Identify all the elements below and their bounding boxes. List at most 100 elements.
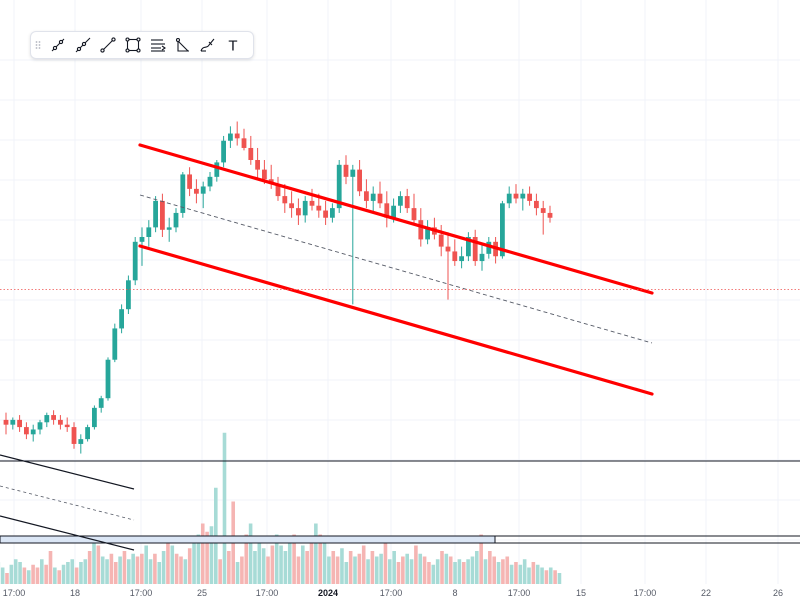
volume-bar [218,559,222,584]
channel-upper-line [140,145,652,293]
small-channel-lower-line [0,516,134,550]
x-tick-label: 15 [576,588,586,598]
candle-body [282,196,287,203]
volume-bar [505,557,509,585]
brush-tool[interactable] [195,32,220,58]
volume-bar [379,554,383,584]
volume-bar [488,551,492,584]
parallel-channel-icon [149,36,167,54]
volume-bar [179,557,183,585]
volume-bar [31,565,35,584]
candle-body [378,194,383,204]
candle-body [412,208,417,220]
volume-bar [101,557,105,585]
candle-body [323,211,328,218]
candle-body [126,280,131,309]
volume-bar [201,524,205,585]
candle-body [58,420,63,425]
pitchfork-icon [174,36,192,54]
candle-body [160,201,165,230]
x-tick-label: 17:00 [508,588,531,598]
volume-bar [84,559,88,584]
volume-bar [401,557,405,585]
drag-handle-icon[interactable] [31,32,45,58]
candle-up [425,220,430,244]
volume-bar [44,565,48,584]
volume-bar [492,557,496,585]
rectangle-tool[interactable] [120,32,145,58]
candle-down [242,129,247,151]
volume-bar [162,551,166,584]
candle-down [527,186,532,205]
candle-up [466,232,471,261]
volume-bar [358,554,362,584]
ray-tool[interactable] [70,32,95,58]
volume-bar [327,557,331,585]
candle-body [364,191,369,201]
candle-body [106,360,111,399]
candle-body [534,201,539,208]
volume-bar [549,568,553,585]
volume-bar [414,546,418,585]
candle-down [17,415,22,432]
candle-down [160,194,165,237]
candle-up [78,434,83,453]
candle-body [452,251,457,261]
candle-body [153,201,158,227]
parallel-channel-tool[interactable] [145,32,170,58]
candle-body [24,427,29,434]
candle-up [350,165,355,305]
volume-bar [153,554,157,584]
candle-body [316,206,321,211]
volume-bar [366,559,370,584]
candle-body [296,208,301,215]
volume-bar [314,524,318,585]
candle-down [514,184,519,203]
volume-bar [249,524,253,585]
candle-up [214,160,219,182]
candle-up [38,420,43,434]
volume-bar [18,562,22,584]
channel-drawings[interactable] [140,145,652,394]
volume-bar [157,562,161,584]
candle-up [180,172,185,218]
volume-bar [40,559,44,584]
candle-body [208,177,213,187]
x-tick-label: 17:00 [634,588,657,598]
volume-bar [475,551,479,584]
volume-bar [423,557,427,585]
candle-down [235,122,240,146]
volume-bar [118,557,122,585]
candle-body [235,134,240,139]
channel-lower-line [140,246,652,394]
candle-down [493,237,498,263]
volume-bar [523,559,527,584]
candle-body [221,141,226,163]
text-tool[interactable]: T [220,32,245,58]
candle-body [350,170,355,177]
volume-bar [184,559,188,584]
volume-bar [70,559,74,584]
candle-up [459,247,464,269]
candle-down [473,230,478,266]
volume-bar [136,557,140,585]
volume-bar [510,565,514,584]
candle-down [439,225,444,256]
candle-body [310,201,315,206]
volume-bar [410,559,414,584]
volume-bar [110,554,114,584]
candle-body [214,162,219,176]
volume-bar [114,562,118,584]
candle-body [31,430,36,435]
trend-line-tool[interactable] [45,32,70,58]
candle-up [106,357,111,400]
candle-body [507,194,512,204]
candle-body [119,309,124,328]
extended-line-tool[interactable] [95,32,120,58]
volume-bar [336,557,340,585]
pitchfork-tool[interactable] [170,32,195,58]
volume-bar [188,548,192,584]
